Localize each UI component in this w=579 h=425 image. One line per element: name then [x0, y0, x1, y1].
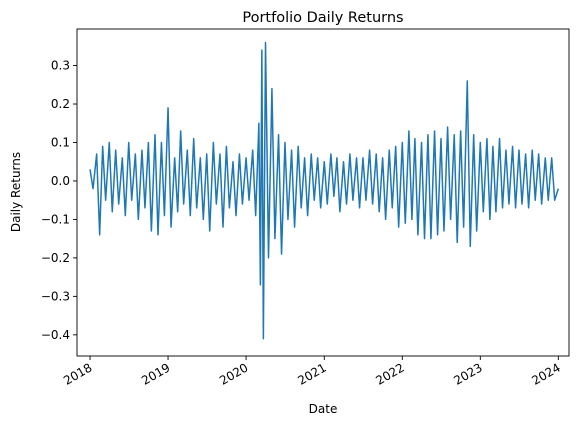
plot-frame — [76, 28, 570, 357]
y-tick-label: −0.4 — [41, 328, 70, 342]
y-tick-label: −0.1 — [41, 212, 70, 226]
y-tick-label: −0.3 — [41, 289, 70, 303]
y-tick-label: 0.1 — [51, 135, 70, 149]
y-axis-ticks: 0.3 0.2 0.1 0.0 −0.1 −0.2 −0.3 −0.4 — [41, 59, 77, 342]
y-axis-label: Daily Returns — [9, 152, 23, 232]
chart-title: Portfolio Daily Returns — [242, 10, 403, 26]
y-tick-label: 0.3 — [51, 59, 70, 73]
x-axis-label: Date — [309, 402, 338, 416]
y-tick-label: 0.0 — [51, 174, 70, 188]
y-tick-label: 0.2 — [51, 97, 70, 111]
series-layer — [89, 41, 560, 340]
series-line-0 — [89, 41, 560, 340]
y-tick-label: −0.2 — [41, 251, 70, 265]
